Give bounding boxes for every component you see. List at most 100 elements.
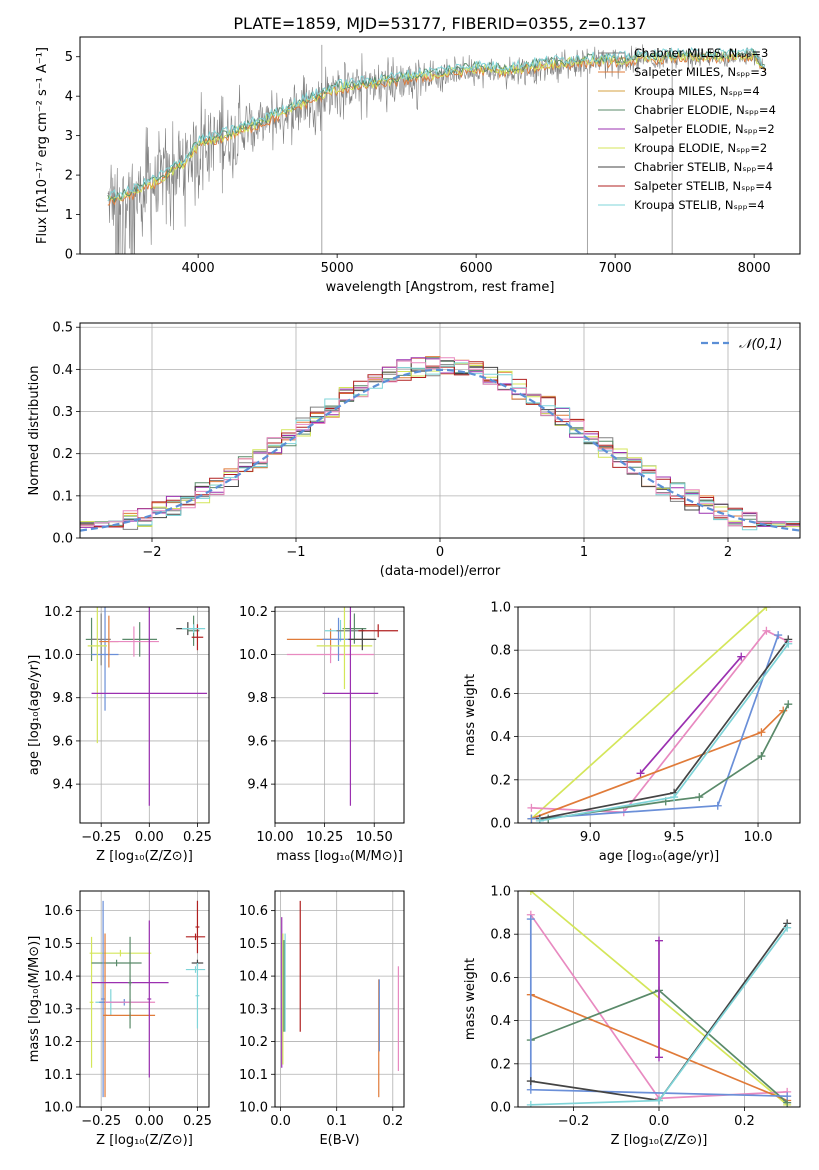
mass-vs-EBV-xlabel: E(B-V) — [319, 1133, 359, 1148]
mass-vs-EBV-xtick-label: 0.1 — [326, 1114, 347, 1129]
massweight-vs-age-ytick-label: 1.0 — [490, 601, 511, 616]
spectrum-legend-label: Chabrier ELODIE, Nₛₚₚ=4 — [634, 103, 776, 117]
mass-vs-Z-xtick-label: 0.00 — [135, 1114, 164, 1129]
massweight-vs-age-marker — [535, 816, 544, 823]
massweight-vs-Z-marker — [783, 1092, 792, 1101]
mass-vs-EBV-xtick-label: 0.2 — [382, 1114, 403, 1129]
massweight-vs-Z-xtick-label: −0.2 — [558, 1114, 590, 1129]
mass-vs-Z-xlabel: Z [log₁₀(Z/Z⊙)] — [96, 1133, 193, 1148]
mass-vs-Z-errorbars — [89, 900, 206, 1098]
age-vs-Z-xlabel: Z [log₁₀(Z/Z⊙)] — [96, 849, 193, 864]
massweight-vs-age-marker — [636, 769, 645, 778]
massweight-vs-age-xtick-label: 9.0 — [580, 830, 601, 845]
age-vs-Z-ylabel: age [log₁₀(age/yr)] — [27, 655, 42, 776]
massweight-vs-age-frame — [517, 606, 801, 824]
spectrum-xtick-label: 5000 — [321, 261, 354, 276]
normal-curve — [80, 368, 800, 532]
mass-vs-Z-ylabel: mass [log₁₀(M/M⊙)] — [27, 936, 42, 1063]
age-vs-Z-axes: −0.25 0.00 0.25 9.4 9.6 9.8 10.0 10.2 Z [log₁₀(Z… — [27, 605, 212, 864]
mass-vs-Z-ytick-label: 10.5 — [44, 937, 73, 952]
age-vs-mass-errorbars — [286, 607, 399, 806]
massweight-vs-Z-xtick-label: 0.0 — [649, 1114, 670, 1129]
mass-vs-EBV-ytick-label: 10.3 — [239, 1002, 268, 1017]
massweight-vs-Z-ytick-label: 1.0 — [490, 885, 511, 900]
massweight-vs-Z-marker — [526, 891, 535, 895]
massweight-vs-age-xlabel: age [log₁₀(age/yr)] — [599, 849, 720, 864]
age-vs-mass-axes: 10.00 10.25 10.50 9.4 9.6 9.8 10.0 10.2 mass [lo… — [239, 605, 404, 864]
mass-vs-Z-ytick-label: 10.6 — [44, 904, 73, 919]
massweight-vs-age-marker — [527, 803, 536, 812]
massweight-vs-Z-marker — [526, 915, 535, 924]
spectrum-xtick-label: 4000 — [182, 261, 215, 276]
age-vs-mass-xlabel: mass [log₁₀(M/M⊙)] — [276, 849, 403, 864]
spectrum-xlabel: wavelength [Angstrom, rest frame] — [326, 280, 555, 295]
residuals-ytick-label: 0.2 — [52, 447, 73, 462]
spectrum-legend-label: Chabrier STELIB, Nₛₚₚ=4 — [634, 160, 773, 174]
mass-vs-EBV-ytick-label: 10.6 — [239, 904, 268, 919]
age-vs-Z-xtick-label: 0.00 — [135, 830, 164, 845]
residuals-ytick-label: 0.5 — [52, 321, 73, 336]
massweight-vs-Z-lines — [526, 891, 792, 1107]
massweight-vs-age-axes: 9.0 9.5 10.0 0.0 0.2 0.4 0.6 0.8 1.0 age [log₁₀(a… — [463, 601, 800, 864]
massweight-vs-age-ytick-label: 0.0 — [490, 817, 511, 832]
massweight-vs-Z-marker — [526, 1100, 535, 1107]
spectrum-lines — [107, 44, 766, 254]
massweight-vs-age-marker — [713, 801, 722, 810]
residuals-xtick-label: 0 — [436, 545, 444, 560]
massweight-vs-Z-ytick-label: 0.2 — [490, 1057, 511, 1072]
mass-vs-Z-xtick-label: −0.25 — [81, 1114, 121, 1129]
residuals-ytick-label: 0.3 — [52, 405, 73, 420]
residuals-xtick-label: 1 — [580, 545, 588, 560]
residuals-ylabel: Normed distribution — [27, 366, 42, 496]
massweight-vs-Z-marker — [783, 923, 792, 932]
age-vs-Z-ytick-label: 9.4 — [52, 778, 73, 793]
age-vs-mass-ytick-label: 9.8 — [247, 691, 268, 706]
massweight-vs-Z-ylabel: mass weight — [463, 958, 478, 1040]
spectrum-axes: 4000 5000 6000 7000 8000 0 1 2 3 4 5 wavelength [An… — [35, 47, 771, 295]
spectrum-ylabel: Flux [fλ10⁻¹⁷ erg cm⁻² s⁻¹ A⁻¹] — [35, 47, 50, 244]
massweight-vs-age-ytick-label: 0.2 — [490, 773, 511, 788]
spectrum-data-line — [107, 44, 766, 254]
age-vs-Z-ytick-label: 10.0 — [44, 648, 73, 663]
massweight-vs-age-marker — [762, 607, 771, 611]
residuals-xtick-label: −1 — [286, 545, 305, 560]
residuals-xlabel: (data-model)/error — [380, 564, 501, 579]
mass-vs-EBV-errorbars — [281, 900, 399, 1098]
spectrum-legend-label: Salpeter ELODIE, Nₛₚₚ=2 — [634, 122, 775, 136]
residuals-ytick-label: 0.0 — [52, 532, 73, 547]
massweight-vs-age-series-line — [539, 638, 789, 820]
mass-vs-EBV-ytick-label: 10.5 — [239, 937, 268, 952]
massweight-vs-age-marker — [784, 700, 793, 709]
massweight-vs-age-series-line — [530, 607, 767, 820]
massweight-vs-age-ylabel: mass weight — [463, 674, 478, 756]
residuals-xtick-label: 2 — [724, 545, 732, 560]
massweight-vs-age-ytick-label: 0.4 — [490, 730, 511, 745]
mass-vs-EBV-ytick-label: 10.1 — [239, 1068, 268, 1083]
spectrum-ytick-label: 5 — [65, 50, 73, 65]
age-vs-mass-ytick-label: 9.6 — [247, 734, 268, 749]
massweight-vs-age-marker — [774, 631, 783, 640]
massweight-vs-Z-marker — [655, 936, 663, 945]
mass-vs-EBV-xtick-label: 0.0 — [270, 1114, 291, 1129]
massweight-vs-Z-marker — [526, 1085, 535, 1094]
mass-vs-Z-ytick-label: 10.4 — [44, 970, 73, 985]
residuals-ytick-label: 0.1 — [52, 489, 73, 504]
spectrum-ytick-label: 2 — [65, 169, 73, 184]
spectrum-xtick-label: 7000 — [599, 261, 632, 276]
spectrum-legend-label: Salpeter STELIB, Nₛₚₚ=4 — [634, 179, 772, 193]
mass-vs-Z-axes: −0.25 0.00 0.25 10.0 10.1 10.2 10.3 10.4 10.5 10.… — [27, 891, 212, 1148]
age-vs-Z-ytick-label: 9.8 — [52, 691, 73, 706]
mass-vs-EBV-ytick-label: 10.2 — [239, 1035, 268, 1050]
residuals-legend-label: 𝒩(0,1) — [739, 337, 782, 352]
massweight-vs-age-marker — [762, 626, 771, 635]
spectrum-legend-label: Kroupa ELODIE, Nₛₚₚ=2 — [634, 141, 767, 155]
massweight-vs-age-marker — [757, 728, 766, 737]
massweight-vs-Z-frame — [517, 890, 801, 1108]
mass-vs-EBV-ytick-label: 10.0 — [239, 1101, 268, 1116]
age-vs-mass-frame — [274, 606, 405, 824]
spectrum-xtick-label: 8000 — [738, 261, 771, 276]
spectrum-legend-label: Kroupa MILES, Nₛₚₚ=4 — [634, 84, 760, 98]
age-vs-mass-xtick-label: 10.50 — [356, 830, 393, 845]
spectrum-legend-label: Chabrier MILES, Nₛₚₚ=3 — [634, 46, 768, 60]
